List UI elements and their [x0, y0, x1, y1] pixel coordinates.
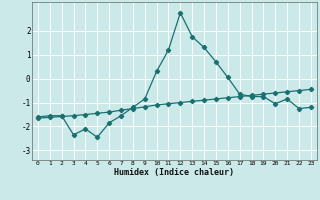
X-axis label: Humidex (Indice chaleur): Humidex (Indice chaleur)	[115, 168, 234, 177]
